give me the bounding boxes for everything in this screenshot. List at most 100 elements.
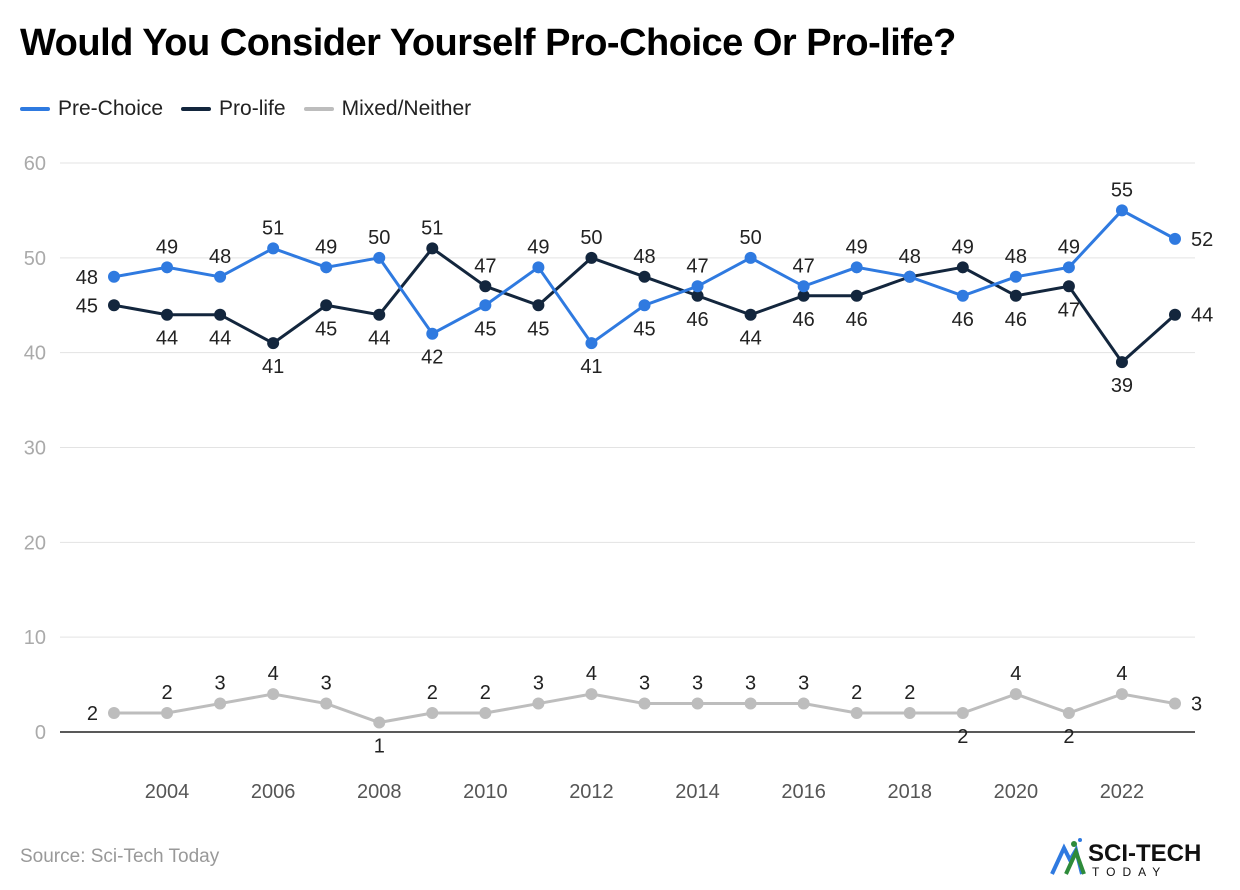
x-tick-label: 2020	[994, 781, 1039, 803]
data-point	[850, 707, 863, 720]
data-label: 3	[798, 673, 809, 695]
data-label: 49	[1058, 236, 1080, 258]
data-point	[1115, 688, 1128, 701]
legend: Pre-Choice Pro-life Mixed/Neither	[20, 97, 471, 121]
data-label: 47	[686, 255, 708, 277]
data-label: 49	[527, 236, 549, 258]
data-point	[108, 707, 120, 720]
data-label: 45	[633, 318, 655, 340]
x-tick-label: 2008	[357, 781, 402, 803]
data-point	[797, 280, 810, 293]
data-label: 47	[474, 255, 496, 277]
data-point	[1115, 204, 1128, 217]
data-point	[373, 251, 386, 264]
legend-item[interactable]: Mixed/Neither	[303, 97, 472, 121]
data-point	[797, 289, 810, 302]
data-label: 48	[633, 246, 655, 268]
data-label: 2	[427, 682, 438, 704]
data-label: 3	[215, 673, 226, 695]
legend-item[interactable]: Pre-Choice	[20, 97, 163, 121]
data-label: 50	[368, 227, 390, 249]
y-tick-label: 50	[24, 248, 46, 270]
data-label: 51	[262, 217, 284, 239]
data-label: 2	[87, 703, 98, 725]
data-point	[108, 299, 120, 312]
data-point	[426, 242, 439, 255]
data-point	[1009, 270, 1022, 283]
y-tick-label: 0	[35, 722, 46, 744]
data-label: 41	[580, 356, 602, 378]
data-point	[638, 299, 651, 312]
x-tick-label: 2022	[1100, 781, 1145, 803]
data-point	[214, 270, 227, 283]
data-point	[1009, 688, 1022, 701]
legend-label: Pre-Choice	[58, 97, 164, 120]
data-point	[956, 707, 969, 720]
data-label: 3	[533, 673, 544, 695]
x-tick-label: 2004	[145, 781, 190, 803]
data-label: 48	[209, 246, 231, 268]
data-label: 51	[421, 217, 443, 239]
data-label: 4	[586, 663, 597, 685]
data-point	[1169, 232, 1181, 245]
data-point	[903, 707, 916, 720]
data-label: 47	[793, 255, 815, 277]
data-label: 1	[374, 736, 385, 758]
data-label: 3	[321, 673, 332, 695]
data-point	[479, 299, 492, 312]
data-label: 2	[161, 682, 172, 704]
data-label: 49	[846, 236, 868, 258]
data-point	[1169, 308, 1181, 321]
legend-swatch	[181, 107, 212, 111]
data-point	[585, 688, 598, 701]
data-point	[691, 289, 704, 302]
data-label: 47	[1058, 299, 1080, 321]
legend-item[interactable]: Pro-life	[181, 97, 286, 121]
data-label: 44	[209, 328, 231, 350]
data-point	[585, 337, 598, 350]
data-label: 2	[851, 682, 862, 704]
data-label: 3	[745, 673, 756, 695]
data-point	[320, 697, 333, 710]
data-point	[691, 280, 704, 293]
data-point	[161, 261, 174, 274]
data-label: 50	[739, 227, 761, 249]
legend-label: Mixed/Neither	[341, 97, 472, 120]
data-label: 3	[639, 673, 650, 695]
data-label: 55	[1111, 179, 1133, 201]
x-tick-label: 2012	[569, 781, 614, 803]
x-tick-label: 2010	[463, 781, 508, 803]
data-label: 3	[1191, 694, 1202, 716]
data-point	[532, 261, 545, 274]
data-label: 46	[686, 309, 708, 331]
data-point	[744, 308, 757, 321]
y-tick-label: 10	[24, 627, 46, 649]
data-point	[214, 697, 227, 710]
data-point	[638, 697, 651, 710]
data-label: 45	[474, 318, 496, 340]
data-label: 2	[957, 726, 968, 748]
legend-swatch	[20, 107, 50, 111]
data-point	[850, 289, 863, 302]
data-label: 46	[846, 309, 868, 331]
data-label: 48	[899, 246, 921, 268]
data-point	[797, 697, 810, 710]
svg-text:SCI-TECH: SCI-TECH	[1088, 840, 1201, 867]
data-point	[1062, 707, 1075, 720]
data-point	[267, 242, 280, 255]
data-point	[744, 251, 757, 264]
data-point	[691, 697, 704, 710]
data-label: 4	[1010, 663, 1021, 685]
data-point	[1169, 697, 1181, 710]
data-label: 49	[156, 236, 178, 258]
data-point	[744, 697, 757, 710]
data-point	[585, 251, 598, 264]
data-point	[373, 308, 386, 321]
data-point	[532, 697, 545, 710]
x-tick-label: 2016	[781, 781, 826, 803]
data-point	[214, 308, 227, 321]
data-label: 45	[76, 295, 98, 317]
svg-text:TODAY: TODAY	[1092, 865, 1167, 878]
data-point	[479, 280, 492, 293]
data-label: 2	[480, 682, 491, 704]
